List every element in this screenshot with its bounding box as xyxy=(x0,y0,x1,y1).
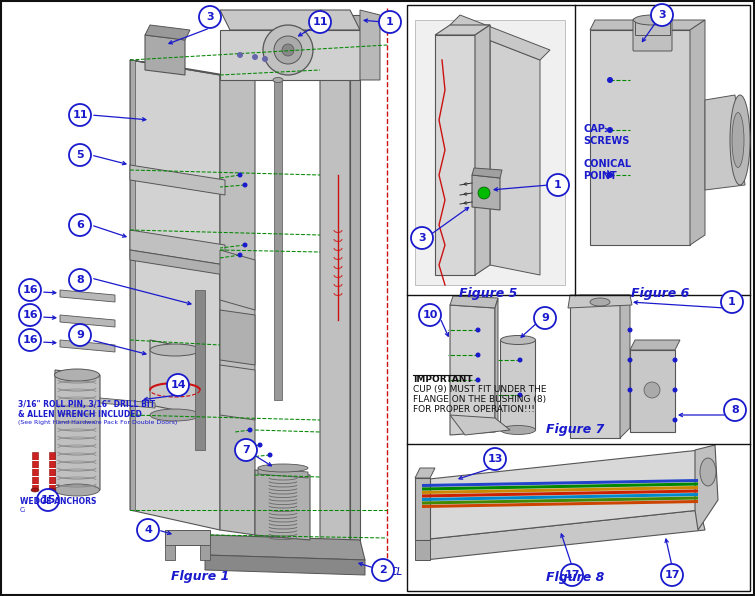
Text: 14: 14 xyxy=(170,380,186,390)
Polygon shape xyxy=(472,175,500,210)
Circle shape xyxy=(484,448,506,470)
Circle shape xyxy=(721,291,743,313)
Ellipse shape xyxy=(590,298,610,306)
Polygon shape xyxy=(60,340,115,352)
Polygon shape xyxy=(630,340,680,350)
Circle shape xyxy=(262,56,268,62)
Polygon shape xyxy=(274,80,282,400)
Circle shape xyxy=(257,442,263,448)
Circle shape xyxy=(69,324,91,346)
Text: 11: 11 xyxy=(72,110,88,120)
Polygon shape xyxy=(255,470,310,540)
Polygon shape xyxy=(422,483,698,491)
Ellipse shape xyxy=(633,15,670,25)
Polygon shape xyxy=(690,20,705,245)
Circle shape xyxy=(478,187,490,199)
Circle shape xyxy=(238,172,242,178)
Circle shape xyxy=(137,519,159,541)
Circle shape xyxy=(517,358,522,362)
Polygon shape xyxy=(630,350,675,432)
Circle shape xyxy=(69,214,91,236)
Polygon shape xyxy=(220,365,255,420)
Ellipse shape xyxy=(31,488,39,492)
Polygon shape xyxy=(420,510,705,560)
Text: 1: 1 xyxy=(386,17,394,27)
Polygon shape xyxy=(130,60,255,80)
Polygon shape xyxy=(568,295,632,308)
Polygon shape xyxy=(422,496,698,504)
Polygon shape xyxy=(49,452,55,488)
Polygon shape xyxy=(422,500,698,508)
Circle shape xyxy=(547,174,569,196)
Circle shape xyxy=(627,327,633,333)
Polygon shape xyxy=(422,479,698,487)
Circle shape xyxy=(237,52,243,58)
Polygon shape xyxy=(450,25,540,275)
Circle shape xyxy=(651,4,673,26)
Polygon shape xyxy=(620,295,630,438)
Circle shape xyxy=(282,44,294,56)
Text: CONICAL
POINT: CONICAL POINT xyxy=(583,159,631,181)
Polygon shape xyxy=(422,486,698,494)
Circle shape xyxy=(673,418,677,423)
Text: 16: 16 xyxy=(22,310,38,320)
Circle shape xyxy=(309,11,331,33)
Text: 8: 8 xyxy=(76,275,84,285)
Polygon shape xyxy=(258,468,308,478)
Circle shape xyxy=(607,127,613,133)
Polygon shape xyxy=(165,530,210,545)
Ellipse shape xyxy=(54,369,100,381)
Polygon shape xyxy=(695,445,718,530)
Circle shape xyxy=(476,377,480,383)
Ellipse shape xyxy=(501,426,535,434)
Polygon shape xyxy=(450,15,550,60)
Polygon shape xyxy=(360,10,380,80)
Text: 4: 4 xyxy=(144,525,152,535)
Polygon shape xyxy=(220,310,255,365)
Polygon shape xyxy=(495,298,498,432)
Polygon shape xyxy=(130,60,220,530)
Polygon shape xyxy=(570,305,620,438)
Ellipse shape xyxy=(54,484,100,496)
Circle shape xyxy=(673,387,677,393)
Text: Flgure 1: Flgure 1 xyxy=(171,570,230,583)
Ellipse shape xyxy=(501,336,535,344)
Text: 3: 3 xyxy=(206,12,214,22)
Polygon shape xyxy=(165,545,175,560)
Ellipse shape xyxy=(700,458,716,486)
Circle shape xyxy=(242,243,248,247)
Polygon shape xyxy=(420,450,700,540)
Circle shape xyxy=(69,144,91,166)
Circle shape xyxy=(644,382,660,398)
Circle shape xyxy=(37,489,59,511)
Circle shape xyxy=(627,358,633,362)
Circle shape xyxy=(19,304,41,326)
Text: Figure 6: Figure 6 xyxy=(631,287,689,300)
Polygon shape xyxy=(145,25,190,40)
Polygon shape xyxy=(450,415,510,435)
Circle shape xyxy=(534,307,556,329)
Circle shape xyxy=(252,54,258,60)
Polygon shape xyxy=(60,315,115,327)
Circle shape xyxy=(69,104,91,126)
Text: 6: 6 xyxy=(76,220,84,230)
Text: 8: 8 xyxy=(731,405,739,415)
Polygon shape xyxy=(415,468,435,478)
Text: 9: 9 xyxy=(541,313,549,323)
Circle shape xyxy=(476,352,480,358)
Polygon shape xyxy=(100,398,155,408)
Text: WEDGE ANCHORS: WEDGE ANCHORS xyxy=(20,497,97,506)
Text: 16: 16 xyxy=(22,285,38,295)
Polygon shape xyxy=(350,15,360,565)
Polygon shape xyxy=(220,250,255,310)
Circle shape xyxy=(517,393,522,398)
Circle shape xyxy=(724,399,746,421)
Circle shape xyxy=(419,304,441,326)
Polygon shape xyxy=(435,25,490,35)
Text: 2: 2 xyxy=(379,565,387,575)
Circle shape xyxy=(69,269,91,291)
Circle shape xyxy=(19,279,41,301)
Text: IMPORTANT: IMPORTANT xyxy=(413,375,473,384)
Text: 11: 11 xyxy=(313,17,328,27)
